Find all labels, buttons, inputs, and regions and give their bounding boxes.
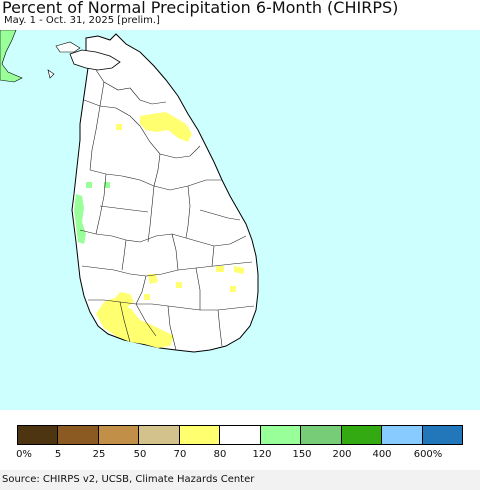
legend-label: 400 (372, 449, 392, 460)
below-normal-central (144, 274, 182, 300)
legend-swatch-1 (58, 426, 99, 444)
india-coast (0, 30, 23, 83)
sri-lanka-land (71, 33, 259, 353)
below-normal-north-small (116, 124, 122, 130)
below-normal-east (216, 266, 244, 292)
legend-label: 0% (16, 449, 32, 460)
legend-swatch-4 (179, 426, 221, 444)
footer: Source: CHIRPS v2, UCSB, Climate Hazards… (0, 470, 480, 490)
below-normal-southwest (96, 298, 174, 348)
legend-label: 150 (292, 449, 312, 460)
legend-swatch-9 (382, 426, 423, 444)
legend-label: 200 (332, 449, 352, 460)
legend-label: 5 (54, 449, 62, 460)
jaffna-peninsula (69, 49, 121, 71)
precipitation-map (0, 30, 480, 410)
legend-label: 120 (252, 449, 272, 460)
above-normal-west-small (86, 182, 110, 188)
legend-swatch-6 (260, 426, 302, 444)
above-normal-west-coast (74, 194, 86, 244)
legend-swatch-3 (139, 426, 180, 444)
legend-colorbar (17, 425, 463, 445)
map-subtitle: May. 1 - Oct. 31, 2025 [prelim.] (4, 15, 160, 26)
legend-labels: 0% 5 25 50 70 80 120 150 200 400 600% (0, 449, 480, 463)
below-normal-north (140, 112, 192, 142)
legend-swatch-2 (98, 426, 140, 444)
legend-label: 80 (213, 449, 227, 460)
legend-label: 70 (173, 449, 187, 460)
legend-swatch-7 (301, 426, 342, 444)
legend-label: 25 (92, 449, 106, 460)
district-boundaries (79, 69, 255, 351)
legend-label: 50 (133, 449, 147, 460)
source-credit: Source: CHIRPS v2, UCSB, Climate Hazards… (2, 474, 255, 485)
legend-swatch-10 (422, 426, 462, 444)
below-normal-southwest-2 (112, 292, 134, 310)
legend-swatch-8 (341, 426, 383, 444)
legend-swatch-0 (18, 426, 59, 444)
legend-swatch-5 (220, 426, 261, 444)
legend-label: 600% (413, 449, 443, 460)
map-title: Percent of Normal Precipitation 6-Month … (2, 0, 399, 17)
